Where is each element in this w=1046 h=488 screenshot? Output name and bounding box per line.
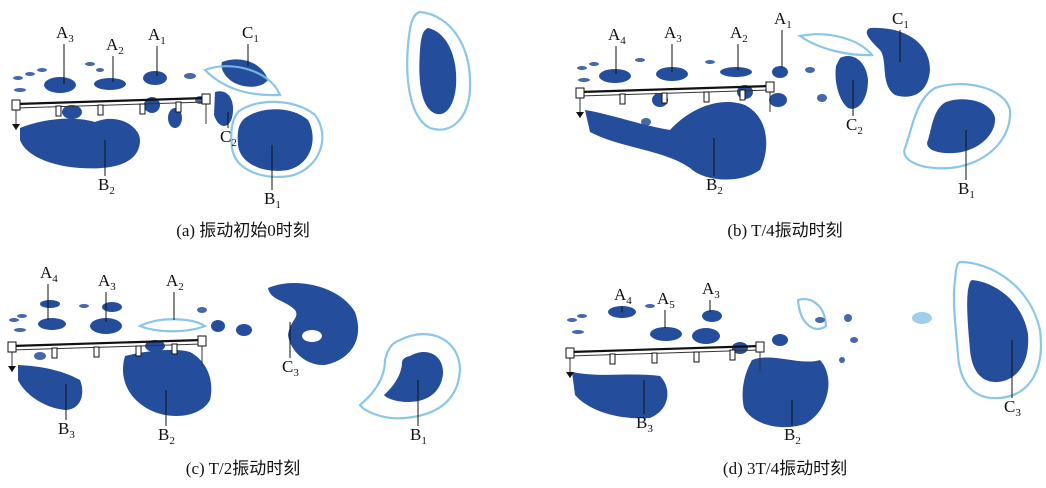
panel-b: A4 A3 A2 A1 C1 C2 B2 B1 (b) T/4振动时刻 [574,9,1012,240]
svg-text:B1: B1 [410,425,427,447]
label-c-B3: B3 [58,384,75,441]
panel-c-labels: A4 A3 A2 C3 B3 B2 B1 [40,263,427,447]
label-b-B1: B1 [958,130,975,201]
svg-text:B1: B1 [264,189,281,211]
svg-text:B3: B3 [636,413,653,435]
label-a-B2: B2 [98,140,115,197]
caption-d: (d) 3T/4振动时刻 [723,459,847,478]
panel-a: A3 A2 A1 C1 C2 B2 B1 (a) 振动初始0时刻 [10,10,472,240]
label-c-B2: B2 [158,390,175,447]
label-c-A2: A2 [166,271,184,320]
label-b-A4: A4 [608,25,626,74]
svg-text:C1: C1 [892,9,909,31]
svg-text:A3: A3 [56,23,74,45]
label-c-B1: B1 [410,380,427,447]
svg-text:C1: C1 [242,23,259,45]
svg-text:A1: A1 [148,25,166,47]
panel-d: A4 A5 A3 B3 B2 C3 (d) 3T/4振动时刻 [564,260,1043,478]
panel-c-vortices [9,282,462,420]
label-d-A4: A4 [614,285,632,312]
panel-b-vortices [577,27,1012,180]
svg-text:A3: A3 [702,279,720,301]
svg-text:B2: B2 [158,425,175,447]
svg-text:C3: C3 [1004,397,1021,419]
label-a-A3: A3 [56,23,74,84]
svg-text:A4: A4 [608,25,626,47]
label-d-A3: A3 [702,279,720,312]
label-b-A3: A3 [664,23,682,72]
panel-a-labels: A3 A2 A1 C1 C2 B2 B1 [56,23,281,211]
label-b-A1: A1 [774,9,792,68]
svg-text:B2: B2 [706,175,723,197]
label-a-A1: A1 [148,25,166,76]
panel-c: A4 A3 A2 C3 B3 B2 B1 (c) T/2振动时刻 [6,263,462,478]
label-c-C3: C3 [282,322,299,379]
svg-text:A2: A2 [730,23,748,45]
caption-a: (a) 振动初始0时刻 [176,221,310,240]
svg-text:C3: C3 [282,357,299,379]
label-c-A3: A3 [98,271,116,322]
label-a-C1: C1 [242,23,259,66]
svg-text:B3: B3 [58,419,75,441]
label-d-C3: C3 [1004,340,1021,419]
panel-b-labels: A4 A3 A2 A1 C1 C2 B2 B1 [608,9,975,201]
caption-b: (b) T/4振动时刻 [727,221,842,240]
panel-d-vortices [567,260,1043,428]
label-b-B2: B2 [706,138,723,197]
svg-text:A1: A1 [774,9,792,31]
label-d-B2: B2 [784,400,801,447]
label-a-B1: B1 [264,145,281,211]
svg-text:A4: A4 [40,263,58,285]
svg-text:A5: A5 [657,289,675,311]
panel-a-vortices [13,10,472,178]
label-c-A4: A4 [40,263,58,320]
svg-text:A2: A2 [106,35,124,57]
label-b-C1: C1 [892,9,909,62]
label-a-C2: C2 [220,112,237,149]
svg-text:C2: C2 [846,115,863,137]
svg-text:A4: A4 [614,285,632,307]
panel-d-bridge-deck [564,340,766,380]
svg-text:B2: B2 [98,175,115,197]
svg-text:C2: C2 [220,127,237,149]
label-b-C2: C2 [846,80,863,137]
svg-text:B1: B1 [958,179,975,201]
caption-c: (c) T/2振动时刻 [186,459,300,478]
panel-d-labels: A4 A5 A3 B3 B2 C3 [614,279,1021,447]
label-d-B3: B3 [636,380,653,435]
label-a-A2: A2 [106,35,124,82]
svg-text:A3: A3 [664,23,682,45]
label-d-A5: A5 [657,289,675,328]
label-b-A2: A2 [730,23,748,70]
svg-text:B2: B2 [784,425,801,447]
svg-text:A3: A3 [98,271,116,293]
svg-text:A2: A2 [166,271,184,293]
